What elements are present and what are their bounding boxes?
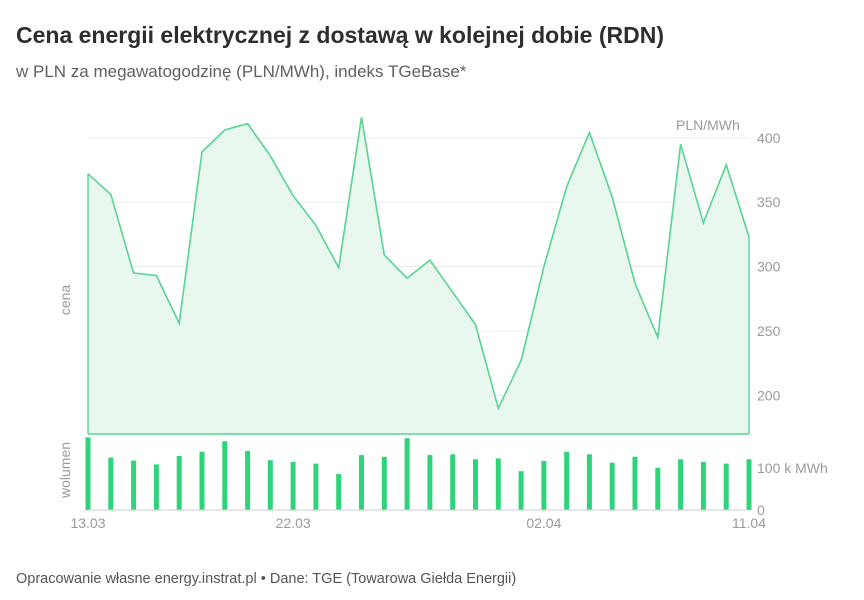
volume-bar-15.03	[131, 460, 137, 510]
x-tick-label-13.03: 13.03	[70, 515, 105, 531]
price-area	[88, 117, 749, 434]
price-axis-title: cena	[57, 285, 73, 316]
price-tick-label-250: 250	[757, 323, 781, 339]
volume-bar-30.03	[473, 459, 478, 510]
volume-bar-01.04	[518, 471, 524, 510]
volume-bar-14.03	[108, 457, 114, 510]
volume-bar-13.03	[85, 437, 91, 510]
price-tick-label-200: 200	[757, 387, 781, 403]
volume-bar-07.04	[655, 467, 661, 510]
volume-bar-21.03	[267, 460, 273, 510]
volume-axis-title: wolumen	[57, 442, 73, 499]
volume-bar-23.03	[313, 463, 319, 510]
price-tick-label-300: 300	[757, 259, 781, 275]
volume-bar-03.04	[564, 451, 570, 510]
volume-bar-20.03	[245, 450, 251, 510]
volume-bar-24.03	[336, 474, 342, 510]
volume-tick-label-100: 100 k MWh	[757, 460, 828, 476]
volume-bar-26.03	[381, 456, 387, 510]
volume-bar-29.03	[450, 454, 456, 510]
volume-bar-18.03	[199, 451, 205, 510]
volume-tick-label-0: 0	[757, 502, 765, 518]
volume-bar-08.04	[678, 459, 684, 510]
volume-bars	[85, 437, 752, 510]
price-tick-label-400: 400	[757, 130, 781, 146]
price-tick-label-350: 350	[757, 194, 781, 210]
volume-bar-05.04	[609, 462, 615, 510]
volume-bar-02.04	[541, 461, 547, 510]
chart-footer: Opracowanie własne energy.instrat.pl • D…	[16, 571, 517, 587]
volume-bar-22.03	[290, 461, 296, 510]
x-tick-label-02.04: 02.04	[526, 515, 561, 531]
price-axis-unit: PLN/MWh	[676, 117, 740, 133]
tick-labels: 200 250 300 350 400 100 k MWh 0 13.03 22.03 02.04…	[70, 130, 827, 531]
volume-bar-16.03	[153, 464, 159, 510]
chart-title: Cena energii elektrycznej z dostawą w ko…	[16, 22, 664, 48]
volume-bar-25.03	[359, 455, 364, 510]
volume-bar-11.04	[746, 459, 752, 510]
volume-bar-04.04	[586, 454, 592, 510]
volume-bar-19.03	[222, 441, 228, 510]
price-line	[87, 117, 750, 411]
chart-subtitle: w PLN za megawatogodzinę (PLN/MWh), inde…	[16, 62, 467, 81]
x-tick-label-11.04: 11.04	[732, 515, 766, 531]
x-tick-label-22.03: 22.03	[276, 515, 311, 531]
volume-bar-28.03	[427, 455, 433, 510]
volume-bar-06.04	[632, 456, 638, 510]
volume-bar-09.04	[700, 461, 706, 510]
price-volume-chart: 200 250 300 350 400 100 k MWh 0 13.03 22.03 02.04…	[57, 117, 828, 531]
volume-bar-10.04	[723, 463, 729, 510]
volume-bar-27.03	[404, 438, 410, 510]
volume-bar-31.03	[495, 458, 501, 510]
volume-bar-17.03	[176, 456, 182, 510]
